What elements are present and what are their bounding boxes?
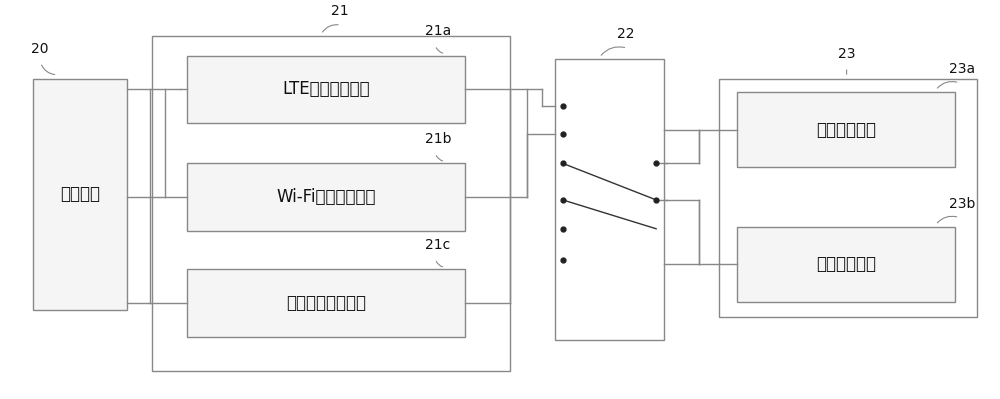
Text: 21: 21 [331, 4, 349, 18]
Bar [187, 55, 465, 123]
Text: 射频接收链路: 射频接收链路 [816, 120, 876, 138]
Text: 控制芯片: 控制芯片 [60, 185, 100, 203]
Text: LTE调制解调电路: LTE调制解调电路 [282, 80, 370, 98]
Bar [152, 36, 510, 371]
Text: 蓝牙调制解调电路: 蓝牙调制解调电路 [286, 294, 366, 312]
Text: 21b: 21b [425, 132, 452, 146]
Text: 21c: 21c [425, 238, 451, 252]
Bar [33, 79, 127, 310]
Text: 20: 20 [31, 41, 48, 55]
Text: 22: 22 [617, 27, 635, 41]
Bar [737, 92, 955, 167]
Text: Wi-Fi调制解调电路: Wi-Fi调制解调电路 [276, 188, 376, 206]
Bar [719, 79, 977, 317]
Bar [187, 269, 465, 336]
Text: 射频发送链路: 射频发送链路 [816, 255, 876, 273]
Bar [555, 59, 664, 340]
Text: 21a: 21a [425, 24, 452, 38]
Text: 23b: 23b [949, 197, 976, 211]
Text: 23: 23 [838, 47, 856, 61]
Text: 23a: 23a [949, 62, 976, 76]
Bar [187, 163, 465, 231]
Bar [737, 227, 955, 302]
